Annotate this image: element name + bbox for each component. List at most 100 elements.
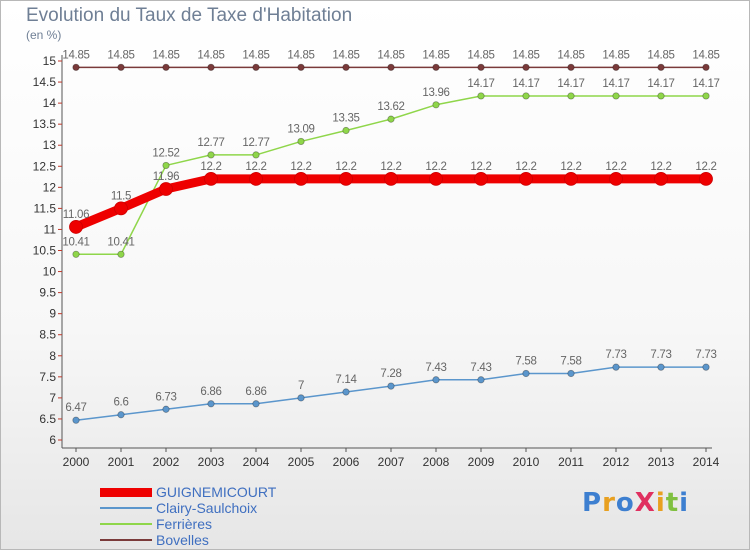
data-label: 11.96	[153, 171, 179, 183]
data-label: 7.73	[650, 349, 671, 361]
data-label: 14.85	[647, 49, 674, 61]
data-label: 14.17	[692, 78, 719, 90]
x-tick-label: 2002	[153, 455, 180, 469]
legend-item-clairy-saulchoix[interactable]: Clairy-Saulchoix	[100, 500, 276, 516]
data-label: 14.85	[512, 49, 539, 61]
data-label: 7.43	[425, 362, 446, 374]
data-label: 14.17	[557, 78, 584, 90]
data-point	[207, 400, 215, 408]
x-tick-label: 2007	[378, 455, 405, 469]
x-tick-label: 2010	[513, 455, 540, 469]
proxiti-logo: ProXiti	[582, 488, 689, 518]
data-label: 14.85	[62, 49, 89, 61]
y-tick-label: 6	[49, 433, 56, 447]
y-tick-label: 8.5	[39, 328, 56, 342]
data-point	[429, 172, 443, 186]
data-point	[612, 363, 620, 371]
data-point	[342, 388, 350, 396]
data-label: 13.09	[287, 123, 314, 135]
data-point	[162, 161, 170, 170]
data-point	[474, 172, 488, 186]
data-point	[519, 172, 533, 186]
data-label: 7.43	[470, 362, 491, 374]
data-label: 7.14	[335, 374, 357, 386]
y-tick-label: 9.5	[39, 286, 56, 300]
data-label: 14.85	[557, 49, 584, 61]
data-point	[657, 92, 665, 100]
x-tick-label: 2014	[693, 455, 720, 469]
data-label: 12.77	[242, 137, 269, 149]
x-tick-label: 2004	[243, 455, 270, 469]
y-tick-label: 15	[43, 54, 57, 68]
data-point	[702, 92, 710, 100]
legend-item-ferrieres[interactable]: Ferrières	[100, 516, 276, 532]
data-point	[297, 137, 305, 146]
data-label: 11.5	[111, 190, 131, 202]
data-point	[477, 63, 485, 71]
x-tick-label: 2008	[423, 455, 450, 469]
data-point	[252, 400, 260, 408]
legend-label: GUIGNEMICOURT	[156, 484, 277, 500]
data-label: 12.2	[515, 161, 536, 173]
data-point	[297, 394, 305, 402]
y-tick-label: 8	[49, 349, 56, 363]
data-point	[522, 63, 530, 71]
data-point	[432, 376, 440, 384]
y-tick-label: 7	[49, 391, 56, 405]
data-label: 12.77	[197, 137, 224, 149]
x-tick-label: 2012	[603, 455, 630, 469]
data-point	[294, 172, 308, 186]
data-point	[204, 172, 218, 186]
data-label: 14.85	[332, 49, 359, 61]
x-tick-label: 2013	[648, 455, 675, 469]
data-point	[702, 63, 710, 71]
legend-item-guignemicourt[interactable]: GUIGNEMICOURT	[100, 484, 276, 500]
data-point	[117, 411, 125, 419]
legend-label: Clairy-Saulchoix	[156, 500, 258, 516]
logo-letter: P	[582, 488, 603, 518]
data-point	[609, 172, 623, 186]
data-label: 13.35	[332, 112, 359, 124]
x-tick-label: 2003	[198, 455, 225, 469]
data-point	[162, 405, 170, 413]
y-tick-label: 7.5	[39, 370, 56, 384]
data-label: 7.73	[695, 349, 716, 361]
chart-title: Evolution du Taux de Taxe d'Habitation	[26, 5, 353, 26]
data-label: 10.41	[107, 236, 134, 248]
data-label: 7.28	[380, 368, 401, 380]
data-point	[522, 369, 530, 378]
data-label: 12.2	[560, 161, 581, 173]
data-point	[159, 182, 173, 196]
y-tick-label: 13.5	[33, 117, 57, 131]
y-tick-label: 11.5	[34, 201, 57, 215]
x-tick-label: 2009	[468, 455, 495, 469]
data-label: 14.85	[242, 49, 269, 61]
data-label: 12.2	[425, 161, 446, 173]
data-point	[387, 382, 395, 390]
data-label: 6.86	[245, 386, 266, 398]
y-tick-label: 6.5	[39, 412, 56, 426]
data-label: 12.2	[470, 161, 491, 173]
data-point	[564, 172, 578, 186]
data-label: 11.06	[63, 209, 89, 221]
data-point	[612, 92, 620, 100]
data-point	[114, 201, 128, 216]
data-label: 7.73	[605, 349, 626, 361]
data-point	[72, 416, 80, 424]
data-point	[339, 172, 353, 186]
data-point	[612, 63, 620, 71]
data-point	[657, 363, 665, 371]
data-label: 13.96	[422, 87, 449, 99]
data-point	[162, 63, 170, 71]
y-tick-label: 13	[43, 138, 57, 152]
data-point	[432, 63, 440, 71]
data-label: 14.17	[467, 78, 494, 90]
data-label: 12.52	[152, 147, 179, 159]
legend-swatch	[100, 507, 152, 509]
data-label: 14.85	[287, 49, 314, 61]
data-label: 12.2	[335, 161, 356, 173]
data-point	[654, 172, 668, 186]
data-label: 14.17	[512, 78, 539, 90]
data-label: 12.2	[380, 161, 401, 173]
legend-item-bovelles[interactable]: Bovelles	[100, 532, 276, 548]
